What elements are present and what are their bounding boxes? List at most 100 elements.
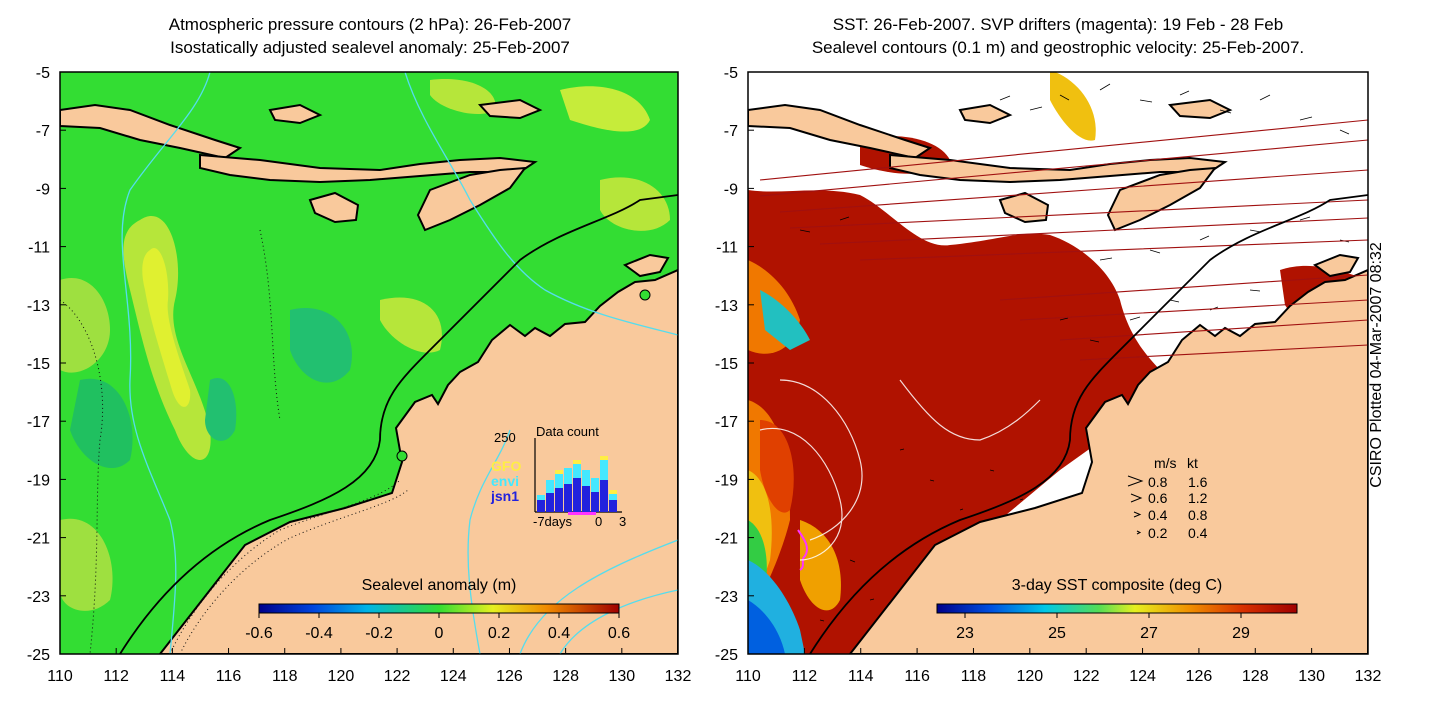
inset-y-tick: 250 [494, 430, 516, 445]
sla-colorbar: Sealevel anomaly (m) -0.6 -0.4 -0.2 0 0.2 0.4… [245, 577, 630, 642]
left-islands [60, 98, 670, 278]
shelf-break-contour [119, 194, 678, 654]
legend-envi: envi [491, 473, 519, 489]
y-tick-label: -15 [715, 356, 738, 373]
y-tick-label: -17 [27, 414, 50, 431]
inset-title: Data count [536, 424, 599, 439]
y-tick-label: -25 [27, 647, 50, 664]
inset-x-tick-end: 3 [619, 514, 626, 529]
x-tick-label: 120 [1016, 668, 1043, 685]
inset-x-tick-start: -7days [533, 514, 573, 529]
data-count-inset: Data count 250 -7days 0 3 GFO envi jsn1 [490, 424, 626, 529]
y-tick-label: -23 [27, 589, 50, 606]
x-tick-label: 132 [1355, 668, 1382, 685]
sst-colorbar-label: 3-day SST composite (deg C) [1012, 577, 1222, 594]
y-tick-label: -9 [36, 181, 50, 198]
velocity-legend: m/s kt 0.8 1.6 0.6 1.2 0.4 0.8 0.2 0.4 [1127, 455, 1208, 541]
colorbar-tick-label: -0.2 [365, 625, 393, 642]
tide-gauge-marker [639, 289, 651, 301]
colorbar-tick-label: -0.6 [245, 625, 273, 642]
left-map [60, 72, 678, 654]
sealevel-contours [759, 379, 1041, 561]
velocity-legend-kt-header: kt [1187, 455, 1198, 471]
right-shelf-break-contour [809, 194, 1368, 654]
right-map [748, 72, 1368, 654]
x-tick-label: 114 [160, 668, 186, 685]
y-tick-label: -21 [27, 531, 50, 548]
velocity-legend-ms-header: m/s [1154, 455, 1177, 471]
y-tick-label: -11 [28, 240, 50, 257]
y-tick-label: -13 [715, 298, 738, 315]
right-panel-title-line2: Sealevel contours (0.1 m) and geostrophi… [811, 38, 1305, 57]
legend-jsn1: jsn1 [490, 488, 519, 504]
x-tick-label: 124 [440, 668, 467, 685]
x-tick-label: 118 [272, 668, 298, 685]
x-tick-label: 116 [216, 668, 242, 685]
svp-drifter-tracks [797, 529, 808, 571]
shelf-stipple [60, 229, 409, 654]
x-tick-label: 132 [665, 668, 692, 685]
y-tick-label: -9 [724, 181, 738, 198]
y-tick-label: -13 [27, 298, 50, 315]
y-tick-label: -7 [36, 123, 50, 140]
x-tick-label: 130 [608, 668, 635, 685]
inset-bars [537, 456, 617, 512]
y-tick-label: -19 [27, 472, 50, 489]
left-y-axis: -5 -7 -9 -11 -13 -15 -17 -19 -21 -23 -25 [27, 65, 66, 664]
x-tick-label: 122 [1073, 668, 1100, 685]
velocity-legend-kt: 1.2 [1188, 490, 1208, 506]
velocity-legend-ms: 0.2 [1148, 525, 1168, 541]
y-tick-label: -25 [715, 647, 738, 664]
velocity-legend-ms: 0.8 [1148, 474, 1168, 490]
geostrophic-velocity-arrows [799, 83, 1350, 622]
sla-colorbar-label: Sealevel anomaly (m) [362, 577, 517, 594]
y-tick-label: -11 [716, 240, 738, 257]
velocity-legend-kt: 1.6 [1188, 474, 1208, 490]
colorbar-tick-label: 0.6 [608, 625, 630, 642]
x-tick-label: 110 [47, 668, 73, 685]
y-tick-label: -17 [715, 414, 738, 431]
colorbar-tick-label: 0 [435, 625, 444, 642]
x-tick-label: 130 [1298, 668, 1325, 685]
left-x-axis: 110 112 114 116 118 120 122 124 126 128 130 132 [47, 648, 691, 685]
drifter-streaks [759, 119, 1368, 361]
x-tick-label: 128 [1242, 668, 1269, 685]
x-tick-label: 118 [961, 668, 987, 685]
colorbar-tick-label: 0.4 [548, 625, 570, 642]
velocity-legend-kt: 0.8 [1188, 507, 1208, 523]
plot-stamp: CSIRO Plotted 04-Mar-2007 08:32 [1368, 242, 1385, 488]
left-panel-title-line1: Atmospheric pressure contours (2 hPa): 2… [168, 15, 572, 34]
y-tick-label: -5 [724, 65, 738, 82]
x-tick-label: 126 [1186, 668, 1213, 685]
x-tick-label: 120 [328, 668, 355, 685]
colorbar-tick-label: 25 [1048, 625, 1066, 642]
velocity-legend-ms: 0.6 [1148, 490, 1168, 506]
y-tick-label: -15 [27, 356, 50, 373]
colorbar-tick-label: 29 [1232, 625, 1250, 642]
x-tick-label: 116 [904, 668, 930, 685]
colorbar-tick-label: 0.2 [488, 625, 510, 642]
sla-anomaly-patches [60, 79, 670, 611]
sst-colorbar: 3-day SST composite (deg C) 23 25 27 29 [936, 577, 1298, 642]
y-tick-label: -19 [715, 472, 738, 489]
x-tick-label: 122 [384, 668, 411, 685]
tide-gauge-marker [396, 450, 408, 462]
right-x-axis: 110 112 114 116 118 120 122 124 126 128 130 132 [735, 648, 1381, 685]
legend-gfo: GFO [491, 458, 521, 474]
x-tick-label: 114 [848, 668, 874, 685]
right-panel-title-line1: SST: 26-Feb-2007. SVP drifters (magenta)… [832, 15, 1284, 34]
left-mainland-australia [158, 268, 678, 654]
y-tick-label: -5 [36, 65, 50, 82]
velocity-legend-kt: 0.4 [1188, 525, 1208, 541]
x-tick-label: 128 [552, 668, 579, 685]
y-tick-label: -21 [715, 531, 738, 548]
right-islands [748, 98, 1360, 278]
colorbar-tick-label: -0.4 [305, 625, 333, 642]
colorbar-tick-label: 23 [956, 625, 974, 642]
velocity-legend-ms: 0.4 [1148, 507, 1168, 523]
x-tick-label: 124 [1129, 668, 1156, 685]
inset-x-tick-zero: 0 [595, 514, 602, 529]
y-tick-label: -7 [724, 123, 738, 140]
x-tick-label: 112 [792, 668, 818, 685]
